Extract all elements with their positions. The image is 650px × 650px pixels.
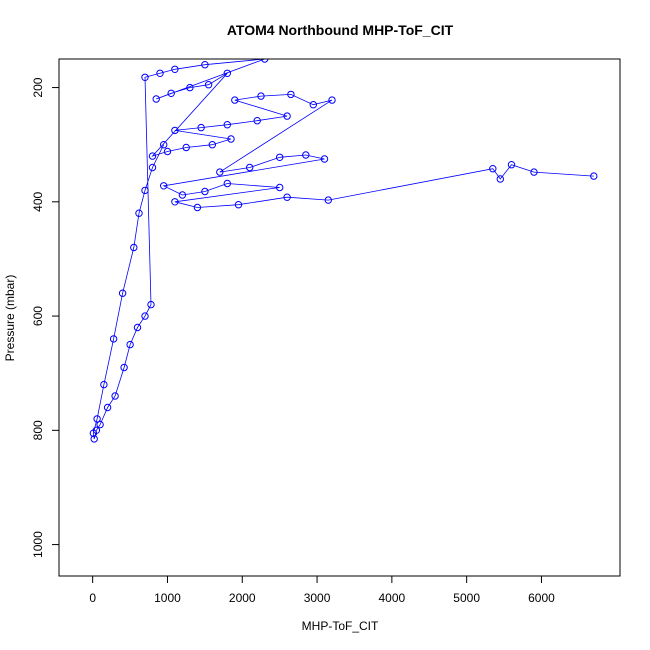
data-point [103, 403, 112, 412]
data-point [201, 187, 209, 196]
x-tick-label: 5000 [453, 591, 480, 605]
data-point [163, 147, 172, 156]
x-tick-label: 3000 [304, 591, 331, 605]
data-point [309, 101, 317, 109]
data-point [223, 69, 232, 78]
data-point [227, 135, 235, 143]
data-point [302, 151, 310, 159]
data-point [126, 340, 134, 349]
data-point [197, 123, 205, 132]
data-point [193, 203, 202, 212]
data-point [90, 435, 98, 443]
data-point [324, 196, 332, 204]
data-point [148, 163, 157, 172]
y-tick-label: 800 [31, 420, 45, 440]
data-point [590, 172, 598, 180]
series-line [92, 59, 594, 439]
x-tick-label: 2000 [229, 591, 256, 605]
y-tick-label: 1000 [31, 531, 45, 558]
data-point [283, 193, 291, 201]
data-point [167, 89, 175, 98]
data-point [109, 335, 118, 343]
data-point [186, 83, 194, 92]
data-layer [89, 59, 598, 443]
chart-title: ATOM4 Northbound MHP-ToF_CIT [227, 22, 454, 38]
x-tick-label: 4000 [379, 591, 406, 605]
data-point [96, 420, 104, 429]
data-point [328, 96, 336, 104]
data-point [111, 392, 119, 400]
data-point [141, 73, 149, 82]
y-tick-label: 600 [31, 306, 45, 326]
data-point [231, 96, 239, 104]
y-tick-label: 200 [31, 77, 45, 97]
data-point [178, 191, 187, 199]
data-point [156, 69, 164, 78]
data-point [148, 152, 157, 160]
data-point [287, 90, 295, 99]
data-point [171, 65, 179, 74]
data-point [147, 300, 155, 309]
data-point [253, 117, 261, 125]
data-point [171, 126, 179, 135]
data-point [182, 143, 190, 152]
y-axis: 200 400 600 800 1000 [31, 77, 60, 558]
y-tick-label: 400 [31, 191, 45, 211]
data-point [223, 179, 232, 188]
x-tick-label: 0 [89, 591, 96, 605]
data-point [496, 175, 504, 183]
data-point [130, 243, 138, 252]
data-point [160, 141, 168, 149]
data-point [489, 165, 497, 173]
data-point [257, 92, 265, 100]
x-tick-label: 6000 [528, 591, 555, 605]
data-point [320, 155, 329, 163]
y-axis-label: Pressure (mbar) [3, 275, 17, 362]
data-point [204, 81, 213, 89]
data-point [530, 168, 538, 176]
data-point [93, 415, 101, 423]
data-point [160, 182, 168, 190]
data-point [118, 289, 127, 297]
data-point [171, 198, 179, 206]
data-point [141, 186, 149, 195]
data-point [507, 161, 516, 169]
plot-frame [58, 58, 621, 577]
data-point [152, 95, 160, 103]
data-point [120, 363, 128, 372]
data-point [276, 183, 284, 192]
data-point [135, 209, 143, 217]
data-point [283, 112, 291, 120]
data-point [208, 141, 217, 149]
x-axis: 0 1000 2000 3000 4000 5000 6000 [89, 575, 555, 605]
x-axis-label: MHP-ToF_CIT [302, 619, 379, 633]
data-point [141, 312, 149, 320]
data-point [133, 323, 142, 332]
data-point [201, 60, 209, 69]
data-point [246, 163, 254, 172]
data-point [261, 59, 269, 63]
data-point [100, 380, 108, 389]
data-point [89, 429, 98, 437]
x-tick-label: 1000 [154, 591, 181, 605]
data-point [223, 121, 232, 129]
data-point [234, 201, 243, 209]
data-point [216, 168, 224, 176]
data-point [276, 153, 284, 162]
